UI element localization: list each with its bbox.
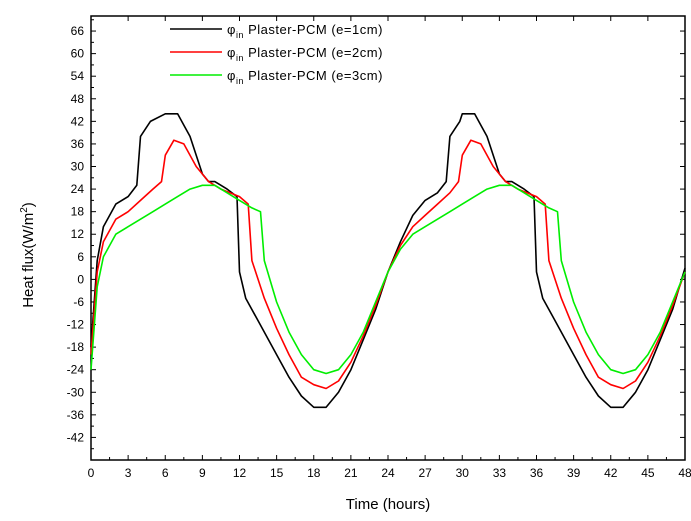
y-tick-label: 54 xyxy=(71,69,85,83)
legend-text: Plaster-PCM (e=3cm) xyxy=(244,68,383,83)
x-tick-label: 36 xyxy=(530,466,544,480)
series-line-3 xyxy=(90,184,686,375)
legend-subscript: in xyxy=(236,53,244,63)
legend-label-1: φin Plaster-PCM (e=1cm) xyxy=(227,22,383,40)
y-tick-label: 36 xyxy=(71,137,85,151)
x-tick-label: 24 xyxy=(381,466,395,480)
x-tick-label: 45 xyxy=(641,466,655,480)
x-tick-label: 33 xyxy=(493,466,507,480)
legend-label-2: φin Plaster-PCM (e=2cm) xyxy=(227,45,383,63)
x-axis-ticks: 0 3 6 9 12 15 18 21 24 27 30 33 36 39 42 45 48 xyxy=(88,16,691,480)
y-tick-label: 66 xyxy=(71,24,85,38)
x-tick-label: 30 xyxy=(456,466,470,480)
y-axis-title-sup: 2 xyxy=(19,207,30,213)
x-tick-label: 21 xyxy=(344,466,358,480)
y-tick-label: 18 xyxy=(71,205,85,219)
legend-symbol: φ xyxy=(227,22,236,37)
legend-subscript: in xyxy=(236,76,244,86)
y-tick-label: -30 xyxy=(67,385,85,399)
x-axis-title: Time (hours) xyxy=(346,496,430,513)
y-tick-label: 0 xyxy=(77,272,84,286)
y-tick-label: 6 xyxy=(77,250,84,264)
y-tick-label: -42 xyxy=(67,430,85,444)
y-tick-label: -6 xyxy=(73,295,84,309)
x-tick-label: 0 xyxy=(88,466,95,480)
x-tick-label: 27 xyxy=(418,466,432,480)
legend: φin Plaster-PCM (e=1cm)φin Plaster-PCM (… xyxy=(170,22,383,86)
legend-label-3: φin Plaster-PCM (e=3cm) xyxy=(227,68,383,86)
y-tick-label: 24 xyxy=(71,182,85,196)
y-tick-label: 48 xyxy=(71,92,85,106)
x-tick-label: 3 xyxy=(125,466,132,480)
y-tick-label: -24 xyxy=(67,363,85,377)
x-tick-label: 39 xyxy=(567,466,581,480)
y-tick-label: -12 xyxy=(67,318,85,332)
y-axis-title-main: Heat flux(W/m xyxy=(20,213,37,308)
x-tick-label: 48 xyxy=(678,466,691,480)
y-tick-label: -36 xyxy=(67,408,85,422)
x-tick-label: 42 xyxy=(604,466,618,480)
legend-text: Plaster-PCM (e=1cm) xyxy=(244,22,383,37)
plot-area xyxy=(90,15,686,461)
legend-text: Plaster-PCM (e=2cm) xyxy=(244,45,383,60)
y-tick-label: -18 xyxy=(67,340,85,354)
x-tick-label: 15 xyxy=(270,466,284,480)
y-axis-title-suffix: ) xyxy=(20,202,37,207)
legend-symbol: φ xyxy=(227,68,236,83)
x-tick-label: 18 xyxy=(307,466,321,480)
y-tick-label: 30 xyxy=(71,160,85,174)
legend-symbol: φ xyxy=(227,45,236,60)
y-tick-label: 42 xyxy=(71,114,85,128)
y-axis-title: Heat flux(W/m2) xyxy=(19,202,37,308)
y-tick-label: 60 xyxy=(71,47,85,61)
x-tick-label: 9 xyxy=(199,466,206,480)
y-tick-label: 12 xyxy=(71,227,85,241)
series-lines xyxy=(90,113,686,409)
legend-subscript: in xyxy=(236,30,244,40)
x-tick-label: 12 xyxy=(233,466,247,480)
x-tick-label: 6 xyxy=(162,466,169,480)
